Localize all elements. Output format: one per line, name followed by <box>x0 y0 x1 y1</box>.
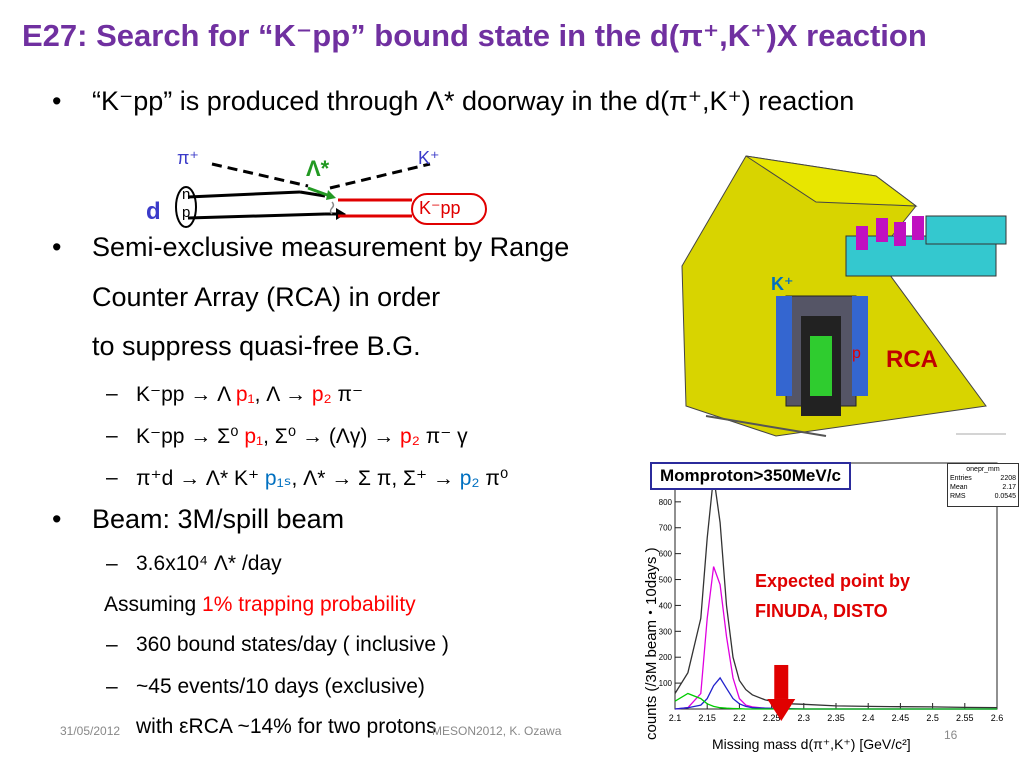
y-tick-label: 800 <box>659 498 673 507</box>
bullet-doorway: “K⁻pp” is produced through Λ* doorway in… <box>92 86 854 117</box>
p-label: p <box>182 204 191 221</box>
footer-conference: MESON2012, K. Ozawa <box>432 724 562 738</box>
y-tick-label: 400 <box>659 601 673 610</box>
sub-lambda-rate: 3.6x10⁴ Λ* /day <box>106 552 282 576</box>
bullet-beam: Beam: 3M/spill beam <box>92 504 344 535</box>
assuming-line: Assuming 1% trapping probability <box>104 593 416 616</box>
missing-mass-chart: 2.1 2.15 2.2 2.25 2.3 2.35 2.4 2.45 2.5 2.55 2.6 10… <box>659 462 1004 723</box>
y-tick-label: 100 <box>659 679 673 688</box>
x-tick-label: 2.6 <box>991 713 1004 723</box>
expected-point-arrow-head <box>767 698 796 721</box>
deuteron-ellipse <box>175 186 197 228</box>
detector-p-label: p <box>852 345 861 362</box>
d-label: d <box>146 198 161 225</box>
expected-point-arrow-shaft <box>774 664 789 699</box>
x-tick-label: 2.55 <box>956 713 974 723</box>
n-label: n <box>182 186 191 203</box>
pi-plus-label: π⁺ <box>177 148 199 168</box>
y-tick-label: 700 <box>659 524 673 533</box>
footer-date: 31/05/2012 <box>60 724 121 738</box>
gluon-wiggle <box>329 201 335 215</box>
lambda-arrow <box>307 186 331 198</box>
detector-k-plus-label: K⁺ <box>771 274 794 294</box>
x-tick-label: 2.35 <box>827 713 845 723</box>
sub-kpp-sigma: K⁻pp → Σ⁰ p₁, Σ⁰ → (Λγ) → p₂ π⁻ γ <box>106 424 468 449</box>
kpp-box <box>411 193 487 225</box>
n-line <box>187 190 301 199</box>
x-axis-label: Missing mass d(π⁺,K⁺) [GeV/c²] <box>712 736 911 752</box>
pi-plus-line <box>211 162 309 188</box>
p-line <box>187 212 326 220</box>
y-tick-label: 600 <box>659 550 673 559</box>
x-tick-label: 2.15 <box>698 713 716 723</box>
expected-point-annotation: Expected point by FINUDA, DISTO <box>755 571 911 621</box>
sub-efficiency: with εRCA ~14% for two protons <box>136 715 437 738</box>
y-tick-label: 200 <box>659 653 673 662</box>
y-tick-label: 300 <box>659 627 673 636</box>
y-axis-label: counts (/3M beam・10days ) <box>643 547 660 740</box>
x-tick-label: 2.25 <box>763 713 781 723</box>
bullet-rca: Semi-exclusive measurement by Range <box>92 232 569 263</box>
sub-inclusive: 360 bound states/day ( inclusive ) <box>106 633 449 657</box>
plot-frame <box>674 462 998 710</box>
k-plus-label: K⁺ <box>418 148 440 168</box>
reaction-diagram <box>175 162 487 228</box>
y-tick-label: 500 <box>659 576 673 585</box>
x-tick-label: 2.2 <box>733 713 746 723</box>
bullet-rca-line3: to suppress quasi-free B.G. <box>92 331 421 361</box>
sub-kpp-lambda: K⁻pp → Λ p₁, Λ → p₂ π⁻ <box>106 382 363 407</box>
momentum-cut-label: Momproton>350MeV/c <box>650 462 851 490</box>
series-total <box>674 475 998 709</box>
footer-page-number: 16 <box>944 728 958 742</box>
kpp-label: K⁻pp <box>419 198 461 218</box>
sub-pid-lambda: π⁺d → Λ* K⁺ p₁ₛ, Λ* → Σ π, Σ⁺ → p₂ π⁰ <box>106 466 508 491</box>
x-tick-label: 2.3 <box>798 713 811 723</box>
x-tick-label: 2.45 <box>892 713 910 723</box>
k-plus-line <box>329 162 431 190</box>
lambda-star-label: Λ* <box>306 156 330 181</box>
slide-title: E27: Search for “K⁻pp” bound state in th… <box>22 18 927 53</box>
x-tick-label: 2.5 <box>926 713 939 723</box>
stats-box: onepr_mm Entries 2208 Mean 2.17 RMS 0.0545 <box>947 463 1019 507</box>
sub-exclusive: ~45 events/10 days (exclusive) <box>106 675 425 699</box>
bullet-rca-line2: Counter Array (RCA) in order <box>92 282 441 312</box>
x-tick-label: 2.1 <box>669 713 682 723</box>
detector-illustration <box>681 155 1007 437</box>
x-tick-label: 2.4 <box>862 713 875 723</box>
detector-rca-label: RCA <box>886 346 938 373</box>
series-bg-green <box>674 692 997 710</box>
